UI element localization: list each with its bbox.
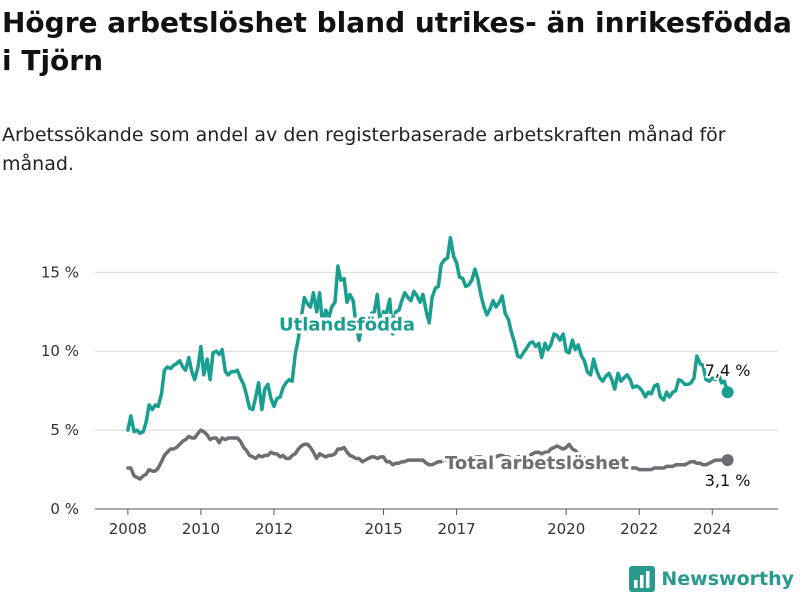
grid-lines — [95, 271, 778, 431]
brand-footer: Newsworthy — [629, 566, 794, 592]
series-end-marker — [721, 454, 734, 467]
series-line-1 — [126, 428, 730, 481]
series-line-0 — [126, 235, 730, 436]
bar-chart-icon — [629, 566, 656, 592]
x-tick-label: 2024 — [693, 520, 731, 538]
series-end-label: 3,1 % — [705, 471, 751, 490]
y-tick-label: 0 % — [50, 500, 79, 518]
x-tick-label: 2012 — [255, 520, 293, 538]
series-lines — [126, 235, 734, 481]
series-annotation: Total arbetslöshet — [445, 453, 629, 474]
x-tick-label: 2015 — [364, 520, 402, 538]
y-tick-label: 15 % — [41, 263, 79, 281]
x-tick-label: 2020 — [547, 520, 585, 538]
series-end-label: 7,4 % — [705, 361, 751, 380]
y-tick-label: 10 % — [41, 342, 79, 360]
x-tick-label: 2022 — [620, 520, 658, 538]
axes: 0 % 5 % 10 % 15 % 2008 2010 2012 2015 2017 2020 20… — [41, 263, 778, 538]
chart-title: Högre arbetslöshet bland utrikes- än inr… — [2, 6, 792, 77]
y-tick-label: 5 % — [50, 421, 79, 439]
series-end-marker — [721, 386, 734, 399]
x-tick-label: 2008 — [109, 520, 147, 538]
chart-subtitle: Arbetssökande som andel av den registerb… — [2, 124, 726, 175]
series-annotation: Utlandsfödda — [279, 314, 415, 335]
x-tick-label: 2017 — [437, 520, 475, 538]
labels: 7,4 % 3,1 % Utlandsfödda Total arbetslöshet — [276, 311, 752, 492]
brand-name: Newsworthy — [661, 568, 794, 590]
x-tick-label: 2010 — [182, 520, 220, 538]
